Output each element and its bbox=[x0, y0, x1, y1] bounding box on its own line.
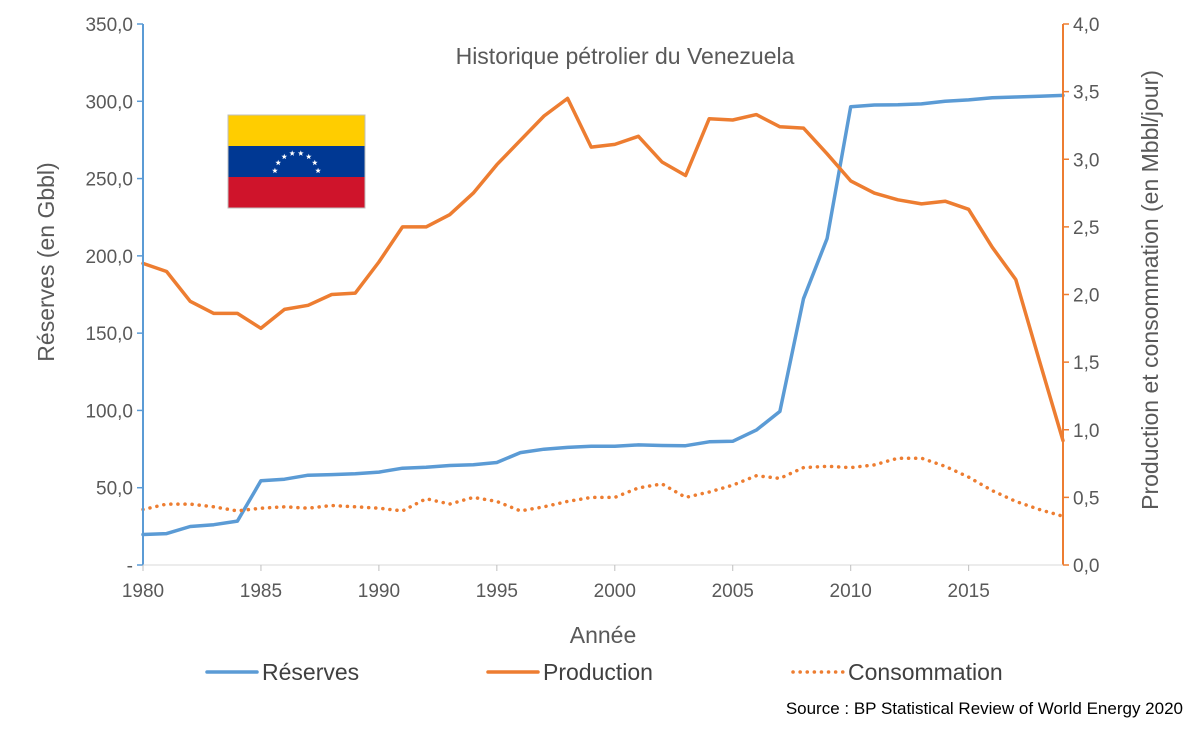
y-right-tick-label: 3,0 bbox=[1073, 150, 1099, 171]
legend-item-production[interactable]: Production bbox=[486, 659, 653, 685]
y-left-tick-label: 350,0 bbox=[85, 15, 133, 36]
y-right-tick-label: 4,0 bbox=[1073, 15, 1099, 36]
y-left-tick-label: 100,0 bbox=[85, 401, 133, 422]
y-left-tick-label: - bbox=[127, 556, 133, 577]
y-right-tick-label: 0,5 bbox=[1073, 488, 1099, 509]
flag-stripe-blue bbox=[228, 146, 365, 177]
legend-label-consommation: Consommation bbox=[848, 659, 1003, 685]
flag-border bbox=[227, 114, 366, 209]
flag-stripe-red bbox=[228, 177, 365, 208]
legend-item-consommation[interactable]: Consommation bbox=[791, 659, 1003, 685]
y-right-tick-label: 2,5 bbox=[1073, 218, 1099, 239]
legend: Réserves Production Consommation bbox=[205, 659, 1003, 685]
y-left-tick-label: 250,0 bbox=[85, 170, 133, 191]
flag-stripe-yellow bbox=[228, 115, 365, 146]
x-tick-label: 1995 bbox=[476, 581, 518, 602]
source-note: Source : BP Statistical Review of World … bbox=[786, 699, 1183, 718]
y-right-tick-label: 2,0 bbox=[1073, 286, 1099, 307]
x-tick-label: 1980 bbox=[122, 581, 164, 602]
x-axis-title: Année bbox=[570, 622, 637, 648]
flag-star bbox=[305, 153, 312, 160]
flag-star bbox=[275, 159, 282, 166]
y-right-tick-label: 1,5 bbox=[1073, 353, 1099, 374]
series-line-reserves bbox=[141, 93, 1065, 537]
flag-star bbox=[281, 153, 288, 160]
legend-label-production: Production bbox=[543, 659, 653, 685]
chart-title: Historique pétrolier du Venezuela bbox=[456, 43, 795, 69]
y-left-tick-label: 300,0 bbox=[85, 92, 133, 113]
y-left-tick-label: 150,0 bbox=[85, 324, 133, 345]
x-tick-label: 1990 bbox=[358, 581, 400, 602]
y-axis-right-title: Production et consommation (en Mbbl/jour… bbox=[1137, 70, 1163, 510]
flag-star bbox=[315, 167, 321, 174]
x-tick-label: 2010 bbox=[830, 581, 872, 602]
flag-stars bbox=[272, 150, 321, 174]
x-tick-label: 1985 bbox=[240, 581, 282, 602]
flag-star bbox=[272, 167, 278, 174]
y-right-tick-label: 0,0 bbox=[1073, 556, 1099, 577]
legend-item-reserves[interactable]: Réserves bbox=[205, 659, 359, 685]
legend-label-reserves: Réserves bbox=[262, 659, 359, 685]
flag-star bbox=[289, 150, 296, 156]
series-line-consommation bbox=[141, 456, 1065, 519]
y-axis-left-title: Réserves (en Gbbl) bbox=[33, 162, 59, 361]
y-left-tick-label: 200,0 bbox=[85, 247, 133, 268]
y-right-tick-label: 1,0 bbox=[1073, 421, 1099, 442]
flag-star bbox=[311, 159, 318, 166]
venezuela-flag bbox=[227, 114, 366, 209]
y-right-tick-label: 3,5 bbox=[1073, 83, 1099, 104]
series-line-production bbox=[141, 96, 1065, 443]
x-tick-label: 2015 bbox=[948, 581, 990, 602]
y-left-tick-label: 50,0 bbox=[96, 479, 133, 500]
x-tick-label: 2005 bbox=[712, 581, 754, 602]
x-tick-label: 2000 bbox=[594, 581, 636, 602]
flag-star bbox=[297, 150, 304, 156]
